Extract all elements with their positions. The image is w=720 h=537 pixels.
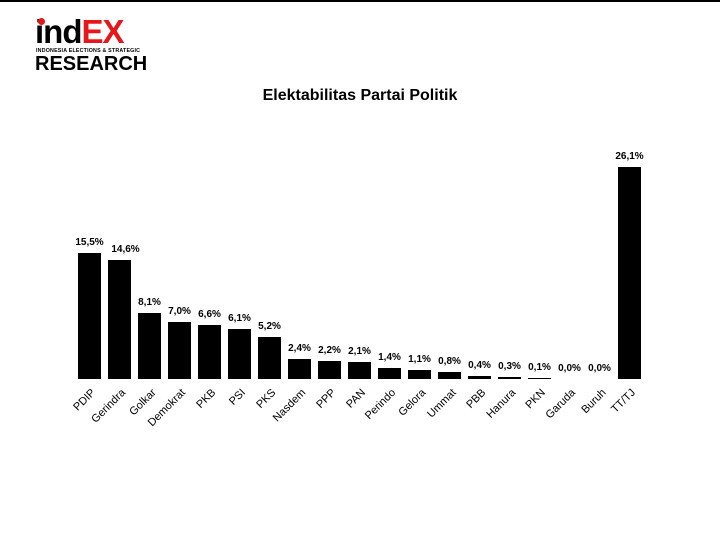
- x-axis-label: Buruh: [578, 386, 609, 417]
- bar-tt-tj: [618, 167, 641, 379]
- logo-subtitle: INDONESIA ELECTIONS & STRATEGIC: [36, 48, 141, 54]
- bar-pkb: [198, 325, 221, 379]
- data-label: 2,4%: [288, 343, 311, 354]
- data-label: 8,1%: [138, 297, 161, 308]
- data-label: 7,0%: [168, 306, 191, 317]
- data-label: 0,0%: [588, 363, 611, 374]
- data-label: 1,1%: [408, 354, 431, 365]
- x-axis-label: Garuda: [543, 386, 578, 422]
- bar-pbb: [468, 376, 491, 379]
- x-axis-label: PKN: [522, 386, 548, 412]
- chart-title: Elektabilitas Partai Politik: [262, 87, 458, 104]
- index-research-logo: indEX INDONESIA ELECTIONS & STRATEGIC RE…: [35, 15, 148, 77]
- bar-demokrat: [168, 322, 191, 379]
- bar-pkn: [528, 378, 551, 379]
- bar-pan: [348, 362, 371, 379]
- bar-ummat: [438, 372, 461, 379]
- x-axis-label: PAN: [343, 386, 368, 411]
- bar-pks: [258, 337, 281, 379]
- data-label: 6,1%: [228, 313, 251, 324]
- top-border: [0, 0, 720, 2]
- logo-research-text: RESEARCH: [35, 53, 148, 75]
- data-label: 5,2%: [258, 321, 281, 332]
- bar-gelora: [408, 370, 431, 379]
- data-label: 0,3%: [498, 361, 521, 372]
- data-label: 26,1%: [615, 151, 644, 162]
- bar-perindo: [378, 368, 401, 379]
- data-label: 1,4%: [378, 352, 401, 363]
- logo-ex-text: EX: [81, 13, 124, 50]
- x-axis-label: PKS: [253, 386, 278, 411]
- bar-psi: [228, 329, 251, 379]
- data-label: 0,1%: [528, 362, 551, 373]
- x-axis-label: Ummat: [424, 386, 459, 421]
- x-axis-label: PBB: [463, 386, 488, 411]
- x-axis-label: PKB: [193, 386, 218, 411]
- bar-golkar: [138, 313, 161, 379]
- logo-red-dot-icon: [38, 18, 45, 25]
- data-label: 2,1%: [348, 346, 371, 357]
- data-label: 0,0%: [558, 363, 581, 374]
- x-axis-label: Perindo: [362, 386, 398, 423]
- data-label: 14,6%: [111, 244, 140, 255]
- data-label: 0,4%: [468, 360, 491, 371]
- x-axis-label: PDIP: [70, 386, 98, 414]
- x-axis-label: PSI: [226, 386, 248, 408]
- bar-gerindra: [108, 260, 131, 379]
- data-label: 6,6%: [198, 309, 221, 320]
- data-label: 15,5%: [75, 237, 104, 248]
- x-axis-label: TT/TJ: [608, 386, 638, 416]
- data-label: 2,2%: [318, 345, 341, 356]
- bar-pdip: [78, 253, 101, 379]
- x-axis-label: PPP: [313, 386, 338, 411]
- logo-wordmark: indEX: [35, 15, 125, 48]
- bar-ppp: [318, 361, 341, 379]
- data-label: 0,8%: [438, 356, 461, 367]
- x-axis-label: Hanura: [483, 386, 518, 421]
- x-axis-label: Gelora: [395, 386, 428, 419]
- bar-hanura: [498, 377, 521, 379]
- bar-nasdem: [288, 359, 311, 379]
